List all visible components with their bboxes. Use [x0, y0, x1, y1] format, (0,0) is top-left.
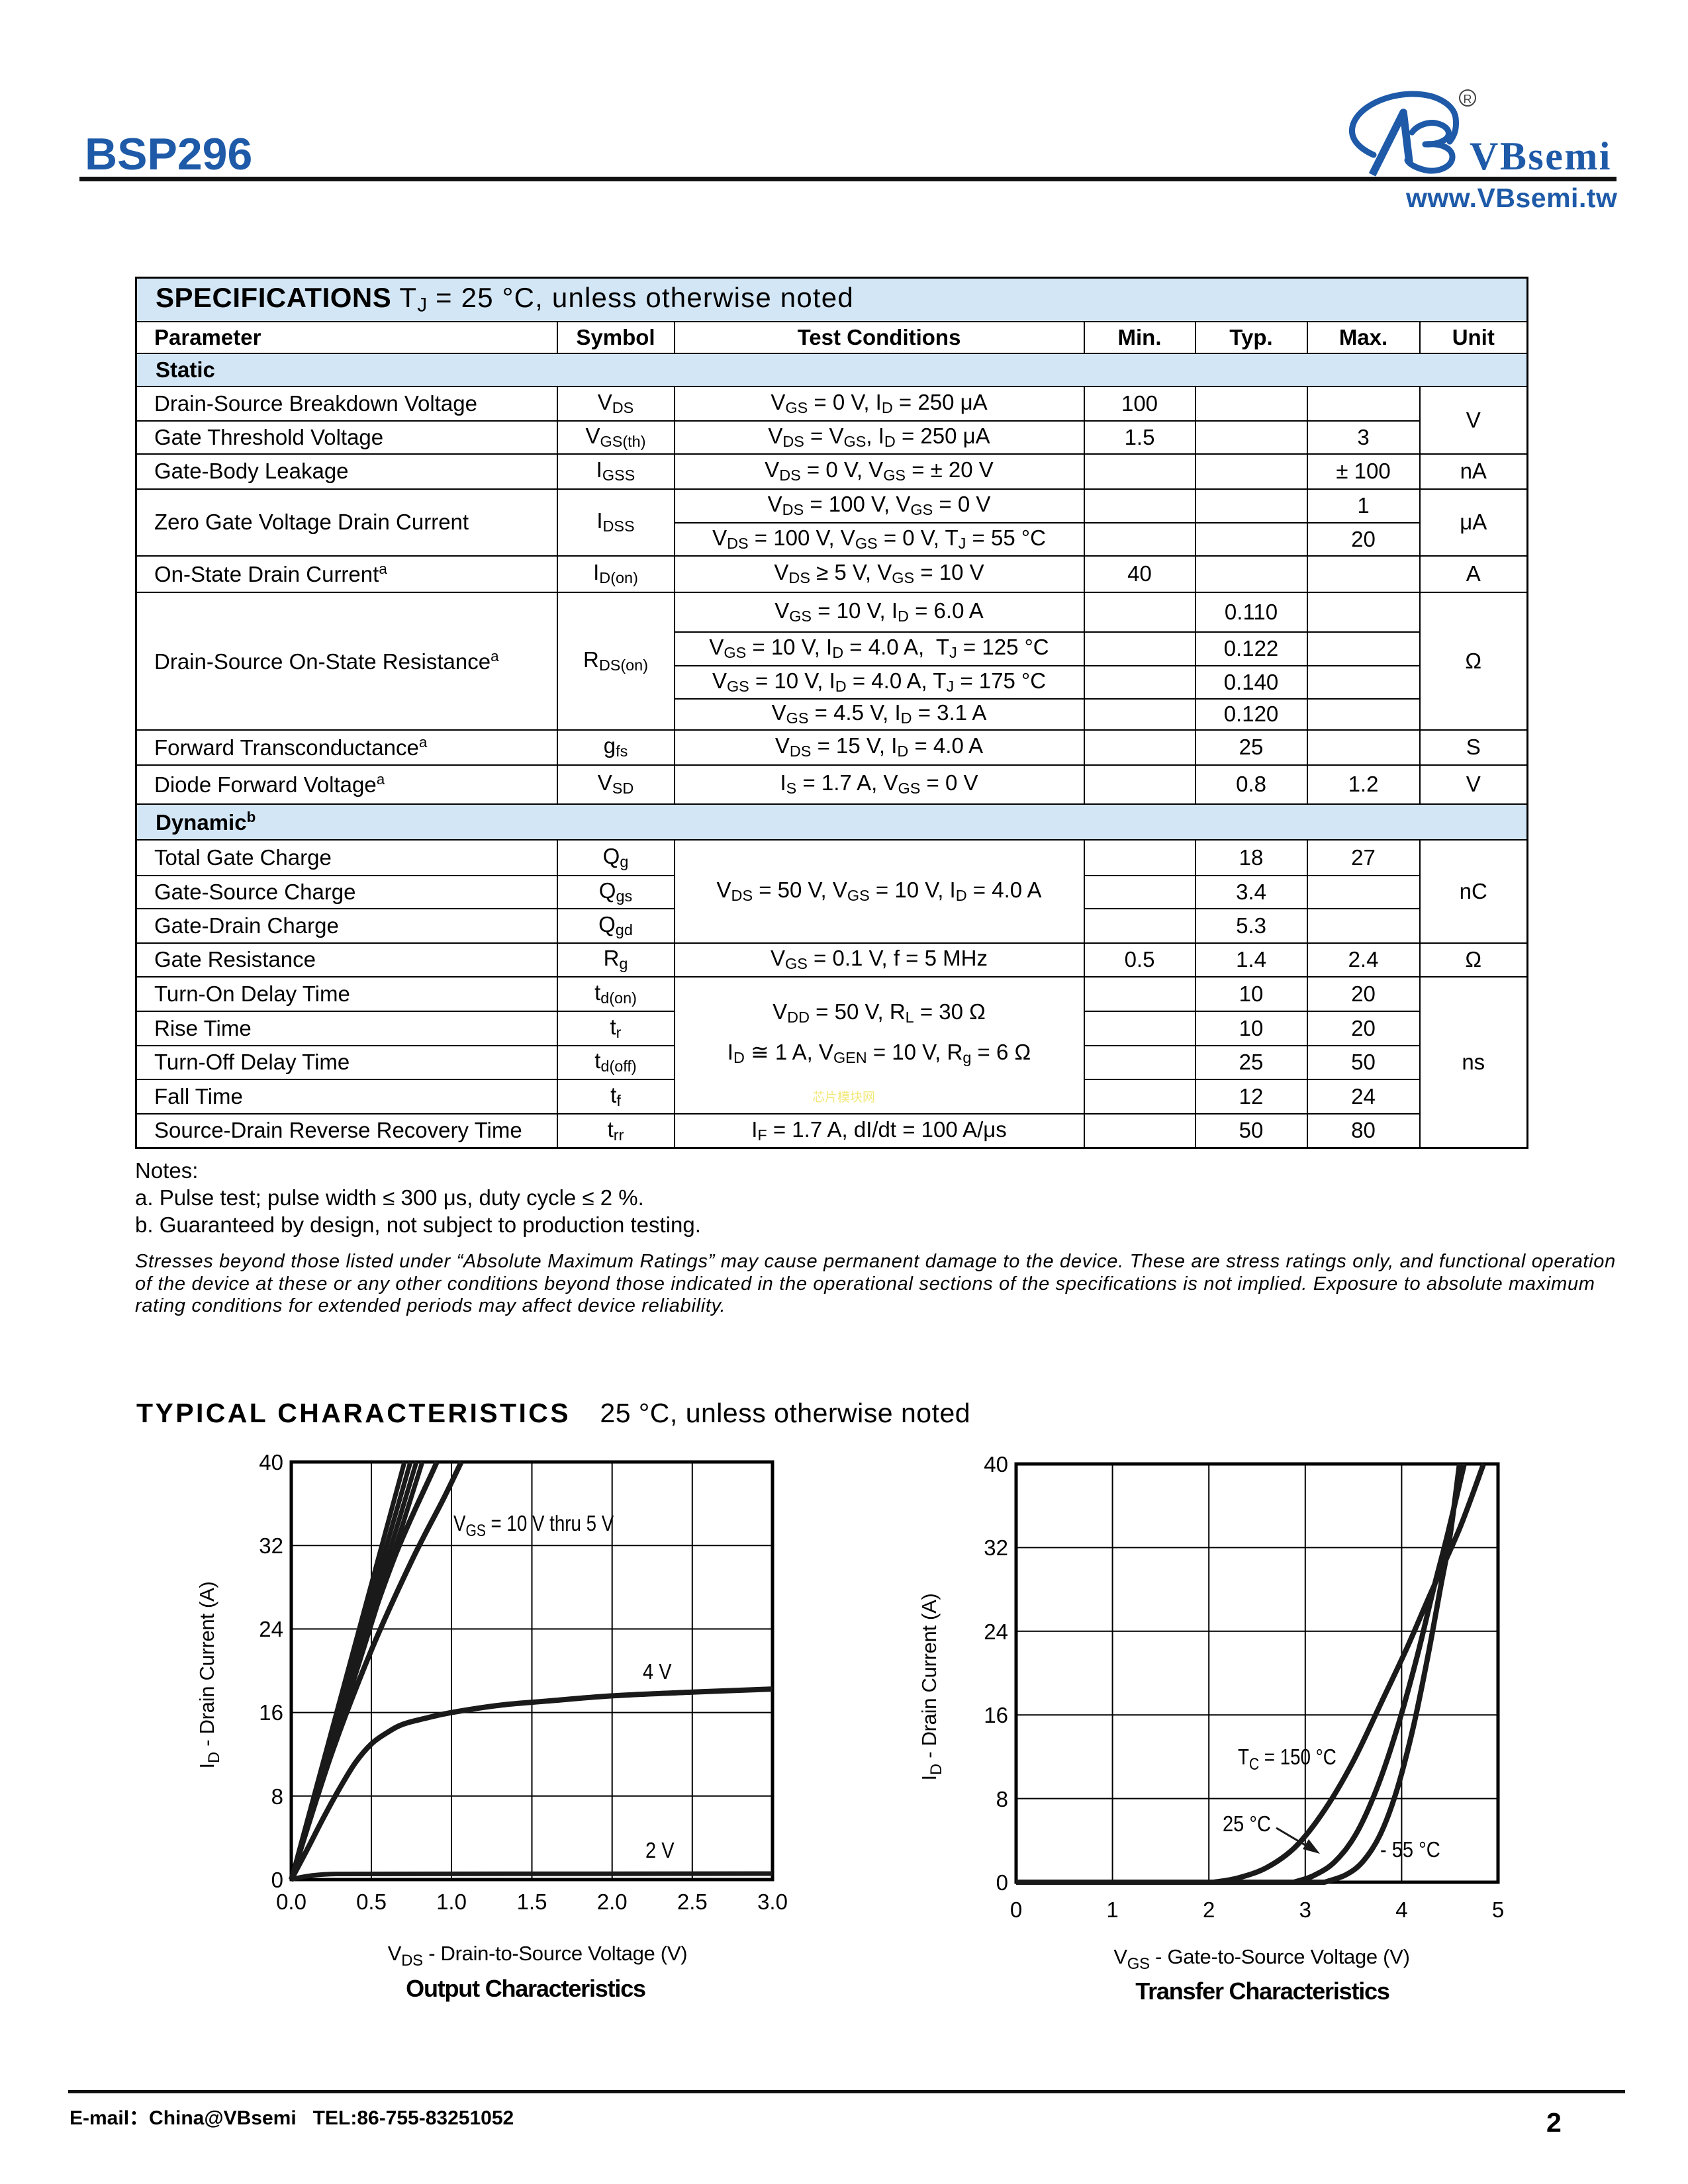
svg-text:Output Characteristics: Output Characteristics	[406, 1975, 645, 2002]
svg-text:R: R	[1464, 93, 1472, 106]
svg-text:0: 0	[996, 1870, 1008, 1895]
svg-text:24: 24	[259, 1617, 283, 1641]
svg-text:3.0: 3.0	[757, 1889, 788, 1914]
svg-text:0.5: 0.5	[356, 1889, 387, 1914]
svg-text:2 V: 2 V	[645, 1838, 675, 1862]
svg-text:VGS = 10 V thru 5 V: VGS = 10 V thru 5 V	[453, 1512, 614, 1540]
svg-text:ID - Drain Current (A): ID - Drain Current (A)	[195, 1582, 223, 1769]
svg-text:VDS - Drain-to-Source Voltage: VDS - Drain-to-Source Voltage (V)	[388, 1942, 687, 1970]
svg-text:ID - Drain Current (A): ID - Drain Current (A)	[917, 1594, 945, 1781]
svg-text:1.5: 1.5	[517, 1889, 547, 1914]
svg-text:0: 0	[1010, 1897, 1022, 1922]
svg-text:1: 1	[1106, 1897, 1118, 1922]
svg-text:24: 24	[984, 1619, 1008, 1644]
svg-text:VGS - Gate-to-Source Voltage (: VGS - Gate-to-Source Voltage (V)	[1113, 1945, 1409, 1973]
svg-text:5: 5	[1492, 1897, 1504, 1922]
svg-text:25 °C: 25 °C	[1223, 1811, 1271, 1836]
svg-text:8: 8	[996, 1787, 1008, 1811]
svg-text:32: 32	[984, 1535, 1008, 1560]
svg-text:0.0: 0.0	[276, 1889, 306, 1914]
svg-text:32: 32	[259, 1533, 283, 1558]
svg-text:40: 40	[259, 1450, 283, 1475]
svg-text:16: 16	[259, 1700, 283, 1725]
svg-text:16: 16	[984, 1703, 1008, 1727]
svg-text:0: 0	[271, 1868, 283, 1892]
svg-text:8: 8	[271, 1784, 283, 1809]
svg-text:2: 2	[1203, 1897, 1215, 1922]
svg-text:Transfer Characteristics: Transfer Characteristics	[1135, 1978, 1389, 2005]
svg-text:2.5: 2.5	[677, 1889, 708, 1914]
svg-text:TC = 150 °C: TC = 150 °C	[1238, 1745, 1336, 1774]
svg-text:4: 4	[1395, 1897, 1407, 1922]
svg-text:- 55 °C: - 55 °C	[1380, 1837, 1440, 1862]
svg-text:1.0: 1.0	[436, 1889, 467, 1914]
svg-text:2.0: 2.0	[597, 1889, 628, 1914]
svg-text:40: 40	[984, 1452, 1008, 1477]
svg-text:3: 3	[1299, 1897, 1311, 1922]
svg-text:4 V: 4 V	[643, 1659, 672, 1684]
